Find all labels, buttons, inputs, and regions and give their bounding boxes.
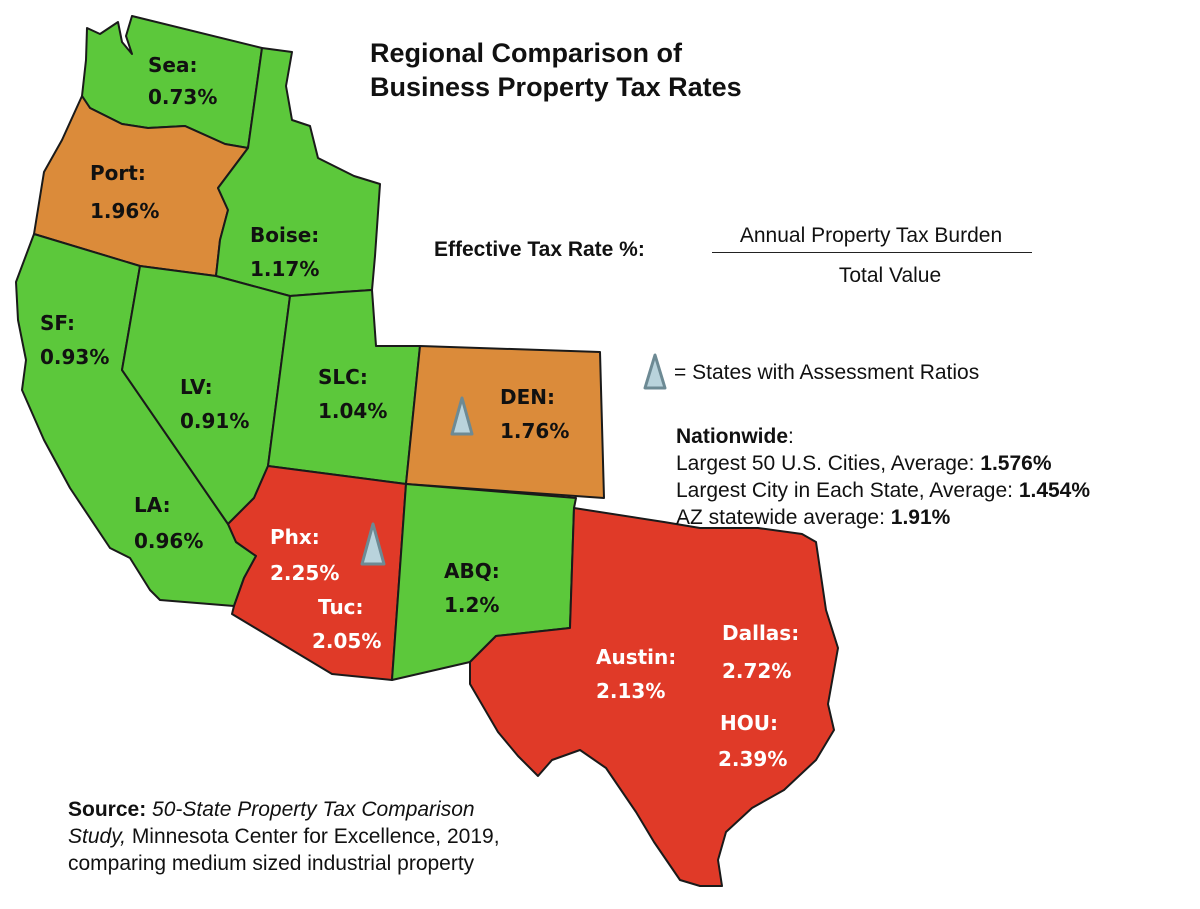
city-rate-salt-lake-city: 1.04%: [318, 399, 387, 423]
state-texas: [469, 507, 839, 887]
assessment-ratio-marker-arizona: [360, 522, 386, 566]
source-line-3: comparing medium sized industrial proper…: [68, 852, 475, 875]
city-rate-las-vegas: 0.91%: [180, 409, 249, 433]
nationwide-row: Largest City in Each State, Average: 1.4…: [676, 477, 1090, 504]
source-publisher: Minnesota Center for Excellence, 2019,: [125, 825, 500, 848]
city-label-los-angeles: LA:: [134, 493, 171, 517]
source-line-1: Source: 50-State Property Tax Comparison: [68, 796, 500, 823]
city-rate-denver: 1.76%: [500, 419, 569, 443]
legend-text: = States with Assessment Ratios: [674, 361, 980, 384]
formula-fraction-bar: [712, 252, 1032, 253]
city-label-san-francisco: SF:: [40, 311, 75, 335]
state-colorado: [405, 345, 605, 499]
city-label-boise: Boise:: [250, 223, 319, 247]
city-label-las-vegas: LV:: [180, 375, 213, 399]
city-label-albuquerque: ABQ:: [444, 559, 500, 583]
nationwide-row-value: 1.576%: [980, 452, 1052, 475]
map-title: Regional Comparison of Business Property…: [370, 36, 742, 104]
map-title-line-1: Regional Comparison of: [370, 38, 683, 68]
nationwide-heading-row: Nationwide:: [676, 423, 1090, 450]
nationwide-row-value: 1.91%: [890, 506, 951, 529]
city-label-salt-lake-city: SLC:: [318, 365, 368, 389]
assessment-ratio-triangle-icon: [643, 353, 667, 390]
nationwide-row: Largest 50 U.S. Cities, Average: 1.576%: [676, 450, 1090, 477]
formula-denominator: Total Value: [838, 264, 942, 287]
nationwide-row: AZ statewide average: 1.91%: [676, 504, 1090, 531]
city-label-dallas: Dallas:: [722, 621, 799, 645]
city-label-portland: Port:: [90, 161, 146, 185]
map-title-line-2: Business Property Tax Rates: [370, 72, 742, 102]
source-title-part-1: 50-State Property Tax Comparison: [152, 798, 475, 821]
nationwide-heading-colon: :: [788, 425, 794, 448]
source-label: Source:: [68, 798, 147, 821]
nationwide-row-label: AZ statewide average:: [676, 506, 891, 529]
nationwide-block: Nationwide: Largest 50 U.S. Cities, Aver…: [676, 423, 1090, 531]
city-rate-tucson: 2.05%: [312, 629, 381, 653]
city-rate-portland: 1.96%: [90, 199, 159, 223]
formula-label: Effective Tax Rate %:: [434, 238, 645, 261]
city-label-tucson: Tuc:: [318, 595, 364, 619]
city-rate-houston: 2.39%: [718, 747, 787, 771]
city-label-phoenix: Phx:: [270, 525, 320, 549]
city-label-seattle: Sea:: [148, 53, 197, 77]
city-rate-los-angeles: 0.96%: [134, 529, 203, 553]
nationwide-heading: Nationwide: [676, 425, 789, 448]
source-line-2: Study, Minnesota Center for Excellence, …: [68, 823, 500, 850]
city-rate-dallas: 2.72%: [722, 659, 791, 683]
city-label-denver: DEN:: [500, 385, 555, 409]
city-rate-san-francisco: 0.93%: [40, 345, 109, 369]
city-rate-boise: 1.17%: [250, 257, 319, 281]
city-rate-austin: 2.13%: [596, 679, 665, 703]
city-rate-seattle: 0.73%: [148, 85, 217, 109]
assessment-ratio-marker-colorado: [450, 396, 474, 436]
city-rate-phoenix: 2.25%: [270, 561, 339, 585]
nationwide-row-label: Largest City in Each State, Average:: [676, 479, 1019, 502]
city-label-austin: Austin:: [596, 645, 676, 669]
nationwide-row-label: Largest 50 U.S. Cities, Average:: [676, 452, 981, 475]
city-label-houston: HOU:: [720, 711, 778, 735]
nationwide-row-value: 1.454%: [1018, 479, 1091, 502]
city-rate-albuquerque: 1.2%: [444, 593, 499, 617]
source-note: Source: 50-State Property Tax Comparison…: [68, 796, 500, 877]
formula-numerator: Annual Property Tax Burden: [739, 224, 1003, 247]
source-title-part-2: Study,: [68, 825, 126, 848]
